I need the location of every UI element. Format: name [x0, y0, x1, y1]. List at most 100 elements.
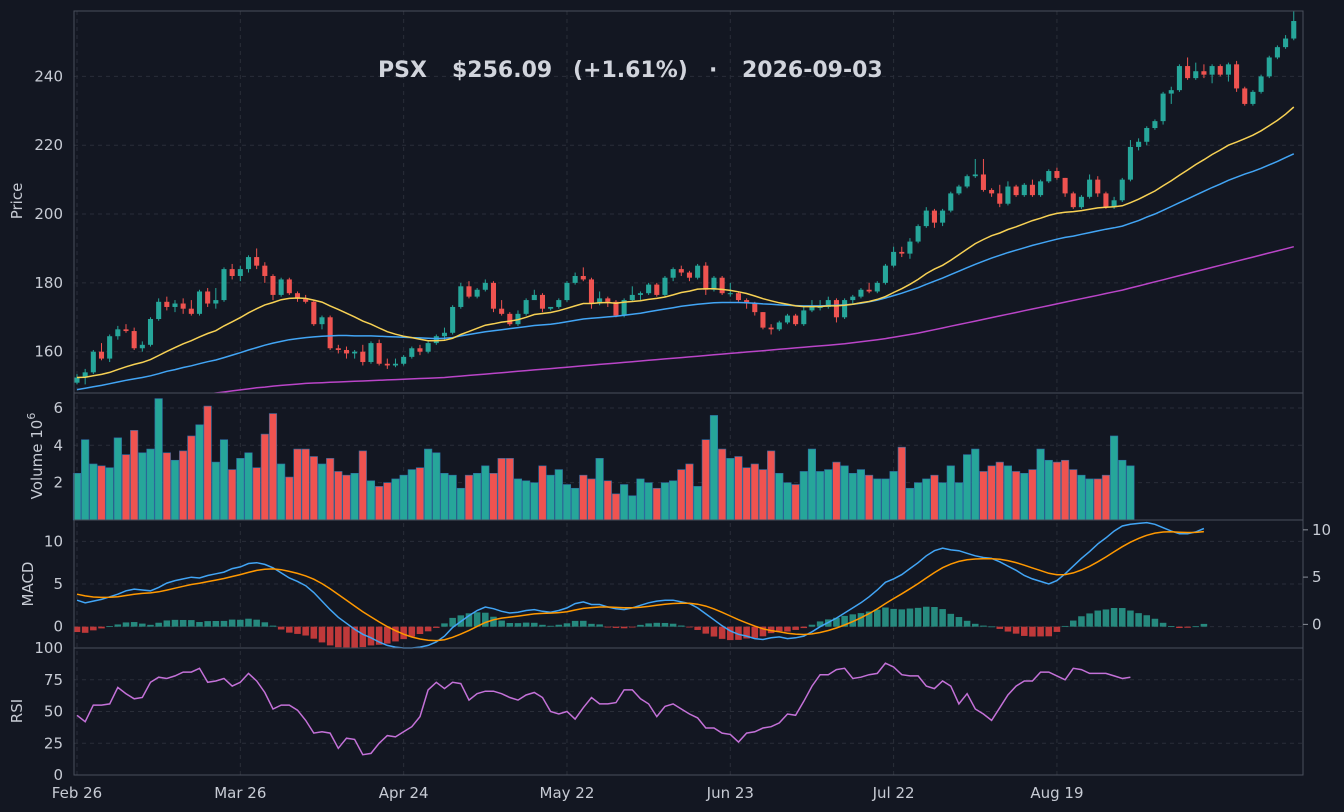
- candle-body: [842, 300, 848, 318]
- volume-bar: [1012, 471, 1021, 521]
- candle-body: [343, 349, 350, 354]
- macd-histogram-bar: [890, 608, 897, 627]
- macd-histogram-bar: [857, 613, 865, 627]
- volume-bar: [750, 463, 759, 521]
- candle-body: [523, 300, 529, 314]
- rsi-axis-label: RSI: [8, 699, 26, 723]
- candle-body: [776, 322, 782, 330]
- volume-bar: [889, 471, 898, 521]
- macd-histogram-bar: [751, 626, 759, 638]
- macd-histogram-bar: [220, 620, 228, 627]
- candle-body: [1291, 21, 1297, 39]
- macd-histogram-bar: [874, 609, 881, 627]
- macd-histogram-bar: [1037, 626, 1044, 637]
- candle-body: [490, 282, 497, 309]
- macd-histogram-bar: [923, 606, 930, 627]
- candle-body: [605, 298, 611, 302]
- macd-histogram-bar: [1135, 613, 1142, 627]
- macd-histogram-bar: [678, 625, 685, 627]
- macd-histogram-bar: [188, 620, 195, 627]
- candle-body: [1070, 193, 1076, 208]
- candle-body: [662, 277, 668, 295]
- macd-histogram-bar: [392, 626, 399, 642]
- macd-histogram-bar: [1004, 626, 1012, 632]
- volume-bar: [922, 478, 931, 521]
- candle-body: [237, 269, 243, 276]
- price-tick-label: 200: [34, 205, 63, 223]
- candle-body: [286, 279, 292, 294]
- candle-body: [695, 265, 701, 278]
- macd-histogram-bar: [531, 622, 538, 627]
- macd-histogram-bar: [759, 626, 767, 637]
- volume-tick-label: 4: [53, 436, 63, 454]
- macd-histogram-bar: [294, 626, 301, 634]
- volume-bar: [415, 467, 425, 521]
- macd-histogram-bar: [1151, 618, 1159, 627]
- macd-tick-label: 5: [53, 575, 63, 593]
- x-tick-label: Jun 23: [706, 784, 754, 802]
- candle-body: [809, 306, 815, 311]
- volume-bar: [783, 482, 792, 521]
- macd-histogram-bar: [384, 626, 391, 644]
- volume-bar: [685, 463, 694, 521]
- macd-histogram-bar: [963, 620, 971, 627]
- volume-bar: [726, 458, 735, 521]
- macd-histogram-bar: [596, 624, 603, 627]
- macd-histogram-bar: [473, 612, 481, 627]
- candle-body: [882, 265, 888, 283]
- candle-body: [1095, 179, 1101, 194]
- candle-body: [1209, 66, 1215, 75]
- macd-histogram-bar: [408, 626, 416, 637]
- candle-body: [441, 332, 448, 337]
- candle-body: [107, 336, 113, 359]
- rsi-tick-label: 75: [44, 671, 63, 689]
- macd-histogram-bar: [563, 623, 571, 627]
- price-tick-label: 240: [34, 67, 63, 85]
- volume-bar: [81, 439, 90, 521]
- volume-axis-exponent: 6: [25, 413, 38, 420]
- volume-bar: [832, 461, 841, 521]
- macd-histogram-bar: [898, 609, 906, 627]
- volume-bar: [138, 452, 147, 521]
- volume-bar: [709, 415, 719, 521]
- volume-bar: [97, 465, 106, 521]
- candle-body: [735, 293, 741, 301]
- macd-histogram-bar: [433, 626, 440, 628]
- macd-histogram-bar: [808, 624, 816, 627]
- volume-bar: [309, 456, 318, 521]
- candle-body: [556, 300, 562, 307]
- candle-body: [1258, 76, 1264, 92]
- price-candles: [74, 11, 1297, 385]
- macd-histogram-bar: [416, 626, 424, 635]
- volume-bar: [587, 478, 596, 521]
- volume-bar: [938, 482, 947, 521]
- candle-body: [972, 174, 978, 177]
- volume-bar: [660, 482, 670, 521]
- candle-body: [768, 327, 774, 330]
- candle-body: [1274, 47, 1280, 58]
- rsi-tick-label: 100: [34, 639, 63, 657]
- candle-body: [82, 372, 88, 378]
- volume-bar: [1093, 478, 1102, 521]
- volume-bar: [407, 469, 416, 521]
- candle-body: [817, 306, 823, 308]
- volume-bar: [513, 478, 523, 521]
- volume-bar: [799, 471, 808, 521]
- volume-bar: [285, 476, 294, 521]
- candle-body: [196, 291, 203, 314]
- candle-body: [866, 289, 872, 292]
- indicator-lines: [76, 106, 1295, 393]
- volume-bar: [1085, 478, 1094, 521]
- volume-bar: [1061, 459, 1070, 521]
- macd-histogram-bar: [743, 626, 750, 639]
- volume-bar: [677, 469, 686, 521]
- macd-histogram-bar: [718, 626, 726, 639]
- candle-body: [482, 282, 488, 290]
- volume-bar: [538, 465, 547, 521]
- candle-body: [270, 275, 276, 295]
- volume-bar: [881, 478, 890, 521]
- macd-histogram-bar: [506, 623, 514, 627]
- title-separator: ·: [709, 58, 717, 83]
- macd-histogram-bar: [547, 625, 554, 627]
- macd-histogram-bar: [498, 620, 505, 627]
